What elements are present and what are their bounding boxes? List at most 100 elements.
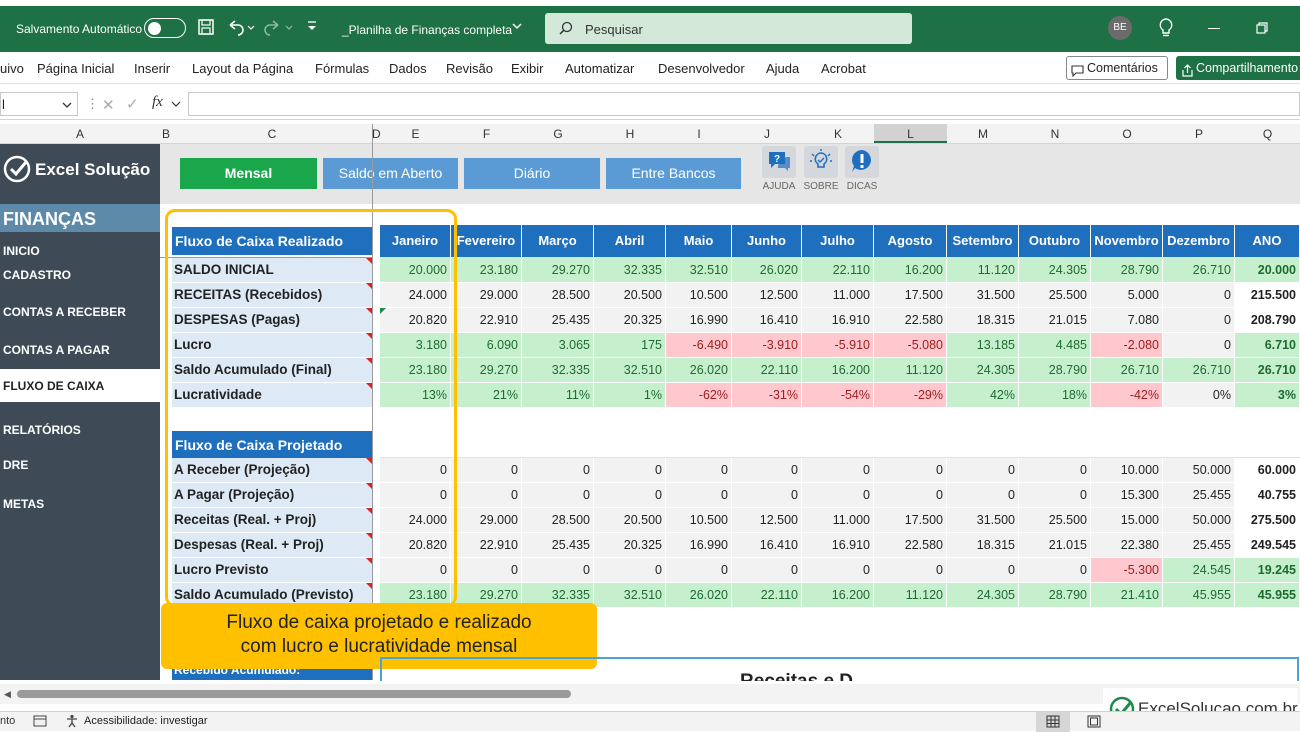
table-cell[interactable]: 12.500 — [732, 508, 802, 533]
table-cell[interactable]: 6.710 — [1235, 333, 1300, 358]
comment-indicator[interactable] — [366, 358, 372, 364]
page-layout-icon[interactable] — [1087, 715, 1101, 731]
table-cell[interactable]: 16.990 — [666, 533, 732, 558]
sidebar-item-dre[interactable]: DRE — [3, 458, 29, 472]
accessibility-status[interactable]: Acessibilidade: investigar — [84, 715, 208, 727]
sidebar-item-fluxo-de-caixa[interactable]: FLUXO DE CAIXA — [0, 369, 160, 402]
table-cell[interactable]: 20.500 — [594, 283, 666, 308]
table-cell[interactable]: 11.120 — [947, 258, 1019, 283]
function-icon[interactable]: fx — [152, 94, 163, 110]
restore-icon[interactable] — [1256, 22, 1268, 37]
table-cell[interactable]: -62% — [666, 383, 732, 408]
table-cell[interactable]: 0 — [1019, 458, 1091, 483]
column-header-m[interactable]: M — [978, 127, 988, 141]
row-label[interactable]: A Pagar (Projeção) — [172, 483, 372, 508]
table-cell[interactable]: 20.820 — [380, 308, 451, 333]
table-cell[interactable]: 28.500 — [522, 508, 594, 533]
entre-bancos-button[interactable]: Entre Bancos — [606, 158, 741, 189]
table-cell[interactable]: 60.000 — [1235, 458, 1300, 483]
table-cell[interactable]: 25.435 — [522, 533, 594, 558]
table-cell[interactable]: -3.910 — [732, 333, 802, 358]
table-cell[interactable]: 0 — [802, 483, 874, 508]
table-cell[interactable]: 0 — [666, 483, 732, 508]
month-header[interactable]: Abril — [594, 225, 666, 257]
table-cell[interactable]: 25.500 — [1019, 283, 1091, 308]
row-label[interactable]: A Receber (Projeção) — [172, 458, 372, 483]
sidebar-item-inicio[interactable]: INICIO — [3, 244, 40, 258]
table-cell[interactable]: 0 — [1019, 483, 1091, 508]
table-cell[interactable]: 11% — [522, 383, 594, 408]
table-cell[interactable]: 10.500 — [666, 508, 732, 533]
table-cell[interactable]: 24.305 — [947, 358, 1019, 383]
help-button[interactable]: ? — [762, 146, 796, 178]
table-cell[interactable]: 25.500 — [1019, 508, 1091, 533]
scroll-left-icon[interactable]: ◀ — [4, 689, 11, 699]
table-cell[interactable]: 45.955 — [1163, 583, 1235, 608]
table-cell[interactable]: 20.325 — [594, 308, 666, 333]
table-cell[interactable]: 0 — [380, 458, 451, 483]
search-box[interactable]: Pesquisar — [545, 13, 912, 44]
table-cell[interactable]: 16.410 — [732, 308, 802, 333]
tab-help[interactable]: Ajuda — [766, 61, 800, 76]
table-cell[interactable]: 32.510 — [666, 258, 732, 283]
table-cell[interactable]: 11.120 — [874, 583, 947, 608]
comment-indicator[interactable] — [366, 283, 372, 289]
table-cell[interactable]: 3.065 — [522, 333, 594, 358]
tab-insert[interactable]: Inserir — [134, 61, 171, 76]
comment-indicator[interactable] — [366, 458, 372, 464]
month-header[interactable]: Julho — [802, 225, 874, 257]
table-cell[interactable]: 11.000 — [802, 508, 874, 533]
table-cell[interactable]: 24.000 — [380, 508, 451, 533]
mensal-button[interactable]: Mensal — [180, 158, 317, 189]
row-label[interactable]: RECEITAS (Recebidos) — [172, 283, 372, 308]
table-cell[interactable]: 5.000 — [1091, 283, 1163, 308]
table-cell[interactable]: 17.500 — [874, 508, 947, 533]
table-cell[interactable]: 0 — [874, 458, 947, 483]
chevron-down-icon[interactable] — [61, 99, 73, 114]
table-cell[interactable]: 26.020 — [732, 258, 802, 283]
row-label[interactable]: SALDO INICIAL — [172, 258, 372, 283]
table-cell[interactable]: 21.410 — [1091, 583, 1163, 608]
table-cell[interactable]: 22.110 — [732, 583, 802, 608]
column-header-q[interactable]: Q — [1262, 127, 1273, 141]
cancel-icon[interactable]: ✕ — [102, 97, 115, 114]
table-cell[interactable]: 21% — [451, 383, 522, 408]
table-cell[interactable]: 20.000 — [380, 258, 451, 283]
table-cell[interactable]: 6.090 — [451, 333, 522, 358]
table-cell[interactable]: 25.455 — [1163, 533, 1235, 558]
comment-indicator[interactable] — [366, 383, 372, 389]
normal-view-button[interactable] — [1036, 712, 1070, 732]
table-cell[interactable]: 0 — [1163, 308, 1235, 333]
table-cell[interactable]: 0 — [1163, 333, 1235, 358]
drag-handle-icon[interactable]: ⋮ — [86, 96, 99, 111]
error-indicator[interactable] — [380, 308, 386, 314]
sidebar-item-relatorios[interactable]: RELATÓRIOS — [3, 423, 81, 437]
table-cell[interactable]: 0 — [947, 458, 1019, 483]
sidebar-item-metas[interactable]: METAS — [3, 497, 45, 511]
enter-icon[interactable]: ✓ — [126, 96, 139, 113]
table-cell[interactable]: 215.500 — [1235, 283, 1300, 308]
table-cell[interactable]: 0 — [594, 458, 666, 483]
table-cell[interactable]: 249.545 — [1235, 533, 1300, 558]
table-cell[interactable]: 21.015 — [1019, 308, 1091, 333]
table-cell[interactable]: 0 — [522, 558, 594, 583]
table-cell[interactable]: 16.200 — [802, 358, 874, 383]
table-cell[interactable]: 20.500 — [594, 508, 666, 533]
table-cell[interactable]: 16.200 — [802, 583, 874, 608]
table-cell[interactable]: 0 — [451, 483, 522, 508]
tab-home[interactable]: Página Inicial — [37, 61, 115, 76]
minimize-icon[interactable] — [1208, 28, 1220, 29]
lightbulb-icon[interactable] — [1158, 18, 1174, 41]
table-cell[interactable]: 25.435 — [522, 308, 594, 333]
comment-indicator[interactable] — [366, 258, 372, 264]
column-header-i[interactable]: I — [697, 127, 701, 141]
column-header-l[interactable]: L — [874, 124, 947, 143]
table-cell[interactable]: 29.270 — [451, 358, 522, 383]
table-cell[interactable]: 42% — [947, 383, 1019, 408]
table-cell[interactable]: 28.500 — [522, 283, 594, 308]
tab-automate[interactable]: Automatizar — [565, 61, 635, 76]
month-header[interactable]: Agosto — [874, 225, 947, 257]
table-cell[interactable]: 26.020 — [666, 358, 732, 383]
table-cell[interactable]: 28.790 — [1019, 358, 1091, 383]
table-cell[interactable]: 24.305 — [947, 583, 1019, 608]
